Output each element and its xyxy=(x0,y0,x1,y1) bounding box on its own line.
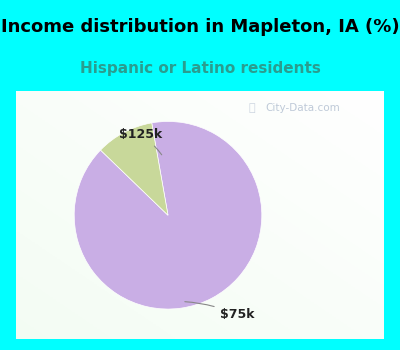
Wedge shape xyxy=(74,121,262,309)
Text: ⦿: ⦿ xyxy=(248,103,255,113)
Text: $75k: $75k xyxy=(185,302,254,321)
Text: Hispanic or Latino residents: Hispanic or Latino residents xyxy=(80,61,320,76)
Wedge shape xyxy=(100,123,168,215)
Text: $125k: $125k xyxy=(119,128,162,155)
Text: Income distribution in Mapleton, IA (%): Income distribution in Mapleton, IA (%) xyxy=(1,18,399,36)
Text: City-Data.com: City-Data.com xyxy=(266,103,340,113)
